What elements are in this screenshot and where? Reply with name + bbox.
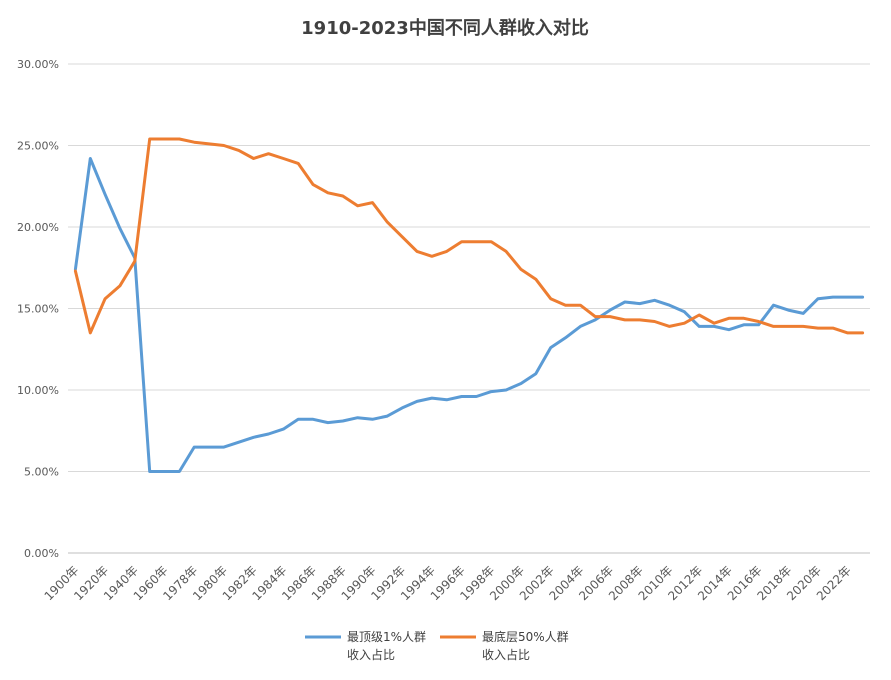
y-tick-label: 15.00% [17,303,59,316]
series-line-bottom50 [73,137,865,335]
x-axis-ticks: 1900年1920年1940年1960年1978年1980年1982年1984年… [42,563,854,603]
chart-title: 1910-2023中国不同人群收入对比 [301,17,589,39]
gridlines [68,63,870,472]
legend-label: 最顶级1%人群收入占比 [347,630,426,662]
y-tick-label: 20.00% [17,221,59,234]
series-lines [73,137,865,473]
series-line-top1 [73,157,865,473]
legend: 最顶级1%人群收入占比 最底层50%人群收入占比 [305,629,569,662]
y-tick-label: 25.00% [17,140,59,153]
y-axis-ticks: 0.00% 5.00% 10.00% 15.00% 20.00% 25.00% 30.00% [17,58,59,560]
y-tick-label: 10.00% [17,384,59,397]
y-tick-label: 0.00% [24,547,59,560]
legend-label: 最底层50%人群收入占比 [482,629,569,662]
y-tick-label: 5.00% [24,466,59,479]
y-tick-label: 30.00% [17,58,59,71]
